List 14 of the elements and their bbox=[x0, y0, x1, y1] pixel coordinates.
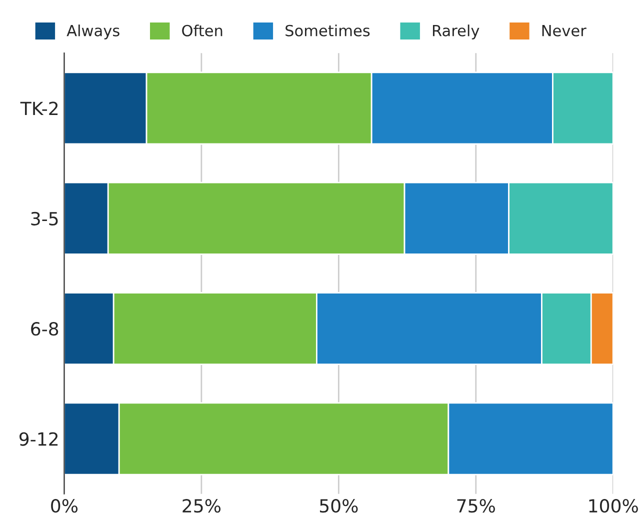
y-tick-label: 9-12 bbox=[20, 432, 58, 446]
legend-label: Often bbox=[182, 24, 222, 36]
x-tick-label: 50% bbox=[320, 499, 358, 513]
legend-label: Sometimes bbox=[286, 24, 370, 36]
y-tick-label: 3-5 bbox=[31, 212, 58, 226]
x-tick-label: 100% bbox=[589, 499, 638, 513]
x-tick-label: 75% bbox=[457, 499, 495, 513]
y-tick-label: 6-8 bbox=[31, 322, 58, 336]
legend-label: Always bbox=[66, 24, 120, 40]
x-tick-label: 0% bbox=[51, 499, 78, 513]
y-tick-label: TK-2 bbox=[20, 102, 58, 116]
legend-label: Rarely bbox=[432, 24, 480, 40]
legend-label: Never bbox=[542, 25, 586, 36]
x-tick-label: 25% bbox=[182, 499, 220, 513]
